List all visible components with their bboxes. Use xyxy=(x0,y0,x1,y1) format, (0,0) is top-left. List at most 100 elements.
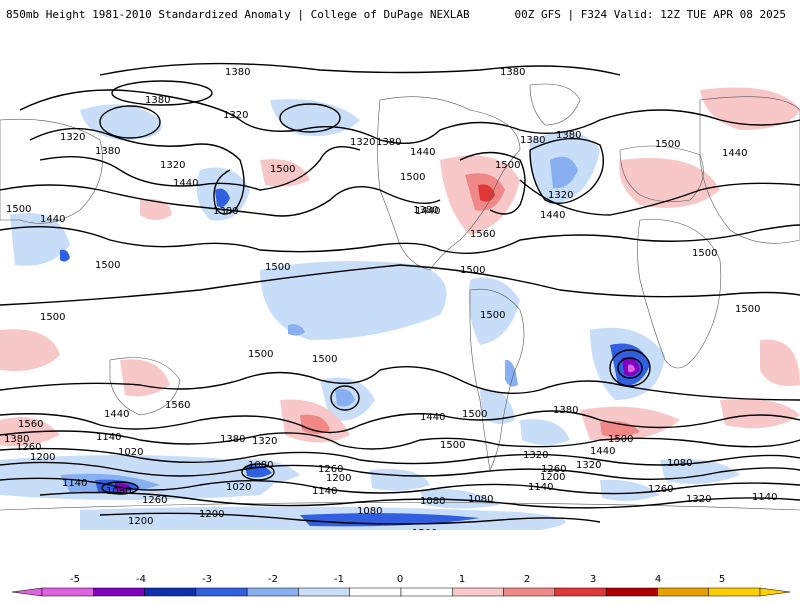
antarctica-outline xyxy=(0,502,800,511)
colorbar-tick: 2 xyxy=(524,574,530,585)
contour-label: 1260 xyxy=(541,464,566,475)
low-center-contour xyxy=(330,385,360,411)
north-america-outline xyxy=(377,96,521,271)
colorbar-graphic: -5 -4 -3 -2 -1 0 1 2 3 4 5 xyxy=(11,574,791,597)
colorbar-swatch xyxy=(657,587,709,597)
contour-label: 1200 xyxy=(540,472,565,483)
global-anomaly-map: 1380 1380 1380 1320 1380 1320 1320 1320 … xyxy=(0,62,800,530)
anomaly-negative-area xyxy=(370,469,430,491)
contour-label: 1440 xyxy=(540,210,565,221)
contour-label: 1440 xyxy=(173,178,198,189)
contour-label: 1500 xyxy=(480,310,505,321)
colorbar-tick: -2 xyxy=(268,574,278,585)
anomaly-negative-area-max xyxy=(628,364,635,373)
contour-label: 1500 xyxy=(440,440,465,451)
contour-line xyxy=(0,447,800,466)
anomaly-positive-area-mid xyxy=(300,414,330,434)
colorbar-tick: 4 xyxy=(655,574,661,585)
contour-label: 1440 xyxy=(590,446,615,457)
contour-line xyxy=(39,491,800,509)
contour-label: 1500 xyxy=(265,262,290,273)
asia-west-outline xyxy=(0,118,103,224)
contour-label: 1140 xyxy=(96,432,121,443)
anomaly-negative-area-mid xyxy=(288,324,305,336)
contour-line xyxy=(519,179,800,216)
anomaly-negative-area-strong xyxy=(215,188,230,207)
contour-label: 1440 xyxy=(415,206,440,217)
colorbar-tick: 0 xyxy=(397,574,403,585)
contour-label: 1020 xyxy=(226,482,251,493)
contour-line xyxy=(99,512,601,525)
contour-label: 1500 xyxy=(95,260,120,271)
coastlines xyxy=(0,83,800,511)
high-center-contour xyxy=(111,80,213,106)
colorbar-tick: -3 xyxy=(202,574,212,585)
contour-line xyxy=(0,461,800,481)
contour-line xyxy=(0,366,800,401)
anomaly-positive-area xyxy=(120,359,170,397)
colorbar-tick: -1 xyxy=(334,574,344,585)
low-center-contour xyxy=(609,349,651,387)
contour-label: 1440 xyxy=(104,409,129,420)
contour-line xyxy=(529,137,604,204)
colorbar-tick: 1 xyxy=(459,574,465,585)
contour-label: 1140 xyxy=(62,478,87,489)
colorbar-tick: 5 xyxy=(719,574,725,585)
colorbar-tick: 3 xyxy=(590,574,596,585)
contour-label: 1500 xyxy=(40,312,65,323)
anomaly-negative-area xyxy=(600,479,660,501)
south-america-outline xyxy=(469,288,525,471)
contour-line xyxy=(19,89,800,145)
contour-line xyxy=(39,146,361,191)
contour-label: 1140 xyxy=(312,486,337,497)
height-contours xyxy=(0,62,800,525)
contour-line xyxy=(0,264,800,306)
contour-line xyxy=(0,184,441,217)
colorbar-swatch xyxy=(503,587,556,597)
colorbar-min-arrow xyxy=(11,587,43,597)
contour-line xyxy=(459,151,526,215)
contour-label: 1200 xyxy=(199,509,224,520)
contour-label: 1260 xyxy=(16,442,41,453)
contour-label: 1440 xyxy=(410,147,435,158)
contour-label: 1320 xyxy=(548,190,573,201)
contour-label: 1080 xyxy=(468,494,493,505)
contour-label: 1500 xyxy=(495,160,520,171)
contour-label: 1500 xyxy=(462,409,487,420)
anomaly-shading xyxy=(0,87,800,530)
contour-label: 1320 xyxy=(686,494,711,505)
contour-label: 1080 xyxy=(420,496,445,507)
contour-label: 1320 xyxy=(576,460,601,471)
low-center-contour xyxy=(617,357,643,379)
anomaly-positive-area xyxy=(0,329,60,371)
anomaly-negative-area-strong xyxy=(60,249,70,262)
contour-label: 1380 xyxy=(225,67,250,78)
map-title: 850mb Height 1981-2010 Standardized Anom… xyxy=(6,8,470,21)
contour-label: 1320 xyxy=(223,110,248,121)
colorbar-swatch xyxy=(708,587,761,597)
contour-label: 1500 xyxy=(655,139,680,150)
anomaly-negative-area xyxy=(420,489,500,509)
contour-label: 1500 xyxy=(692,248,717,259)
low-center-contour xyxy=(279,103,341,133)
contour-label: 1380 xyxy=(4,434,29,445)
contour-label: 1380 xyxy=(213,206,238,217)
low-center-contour xyxy=(99,105,161,139)
model-run-valid-time: 00Z GFS | F324 Valid: 12Z TUE APR 08 202… xyxy=(514,8,786,21)
contour-label: 1080 xyxy=(106,486,131,497)
contour-label: 1500 xyxy=(412,528,437,530)
anomaly-negative-area-mid xyxy=(505,359,518,387)
contour-line xyxy=(99,62,621,76)
colorbar-swatch xyxy=(246,587,299,597)
contour-label: 1380 xyxy=(220,434,245,445)
contour-label: 1380 xyxy=(376,137,401,148)
contour-label: 1140 xyxy=(752,492,777,503)
contour-label: 1560 xyxy=(18,419,43,430)
contour-label: 1380 xyxy=(500,67,525,78)
anomaly-negative-area xyxy=(80,104,162,140)
contour-line xyxy=(0,410,800,434)
contour-line xyxy=(0,477,800,495)
contour-label: 1500 xyxy=(608,434,633,445)
anomaly-positive-area xyxy=(760,339,800,386)
contour-label: 1080 xyxy=(357,506,382,517)
